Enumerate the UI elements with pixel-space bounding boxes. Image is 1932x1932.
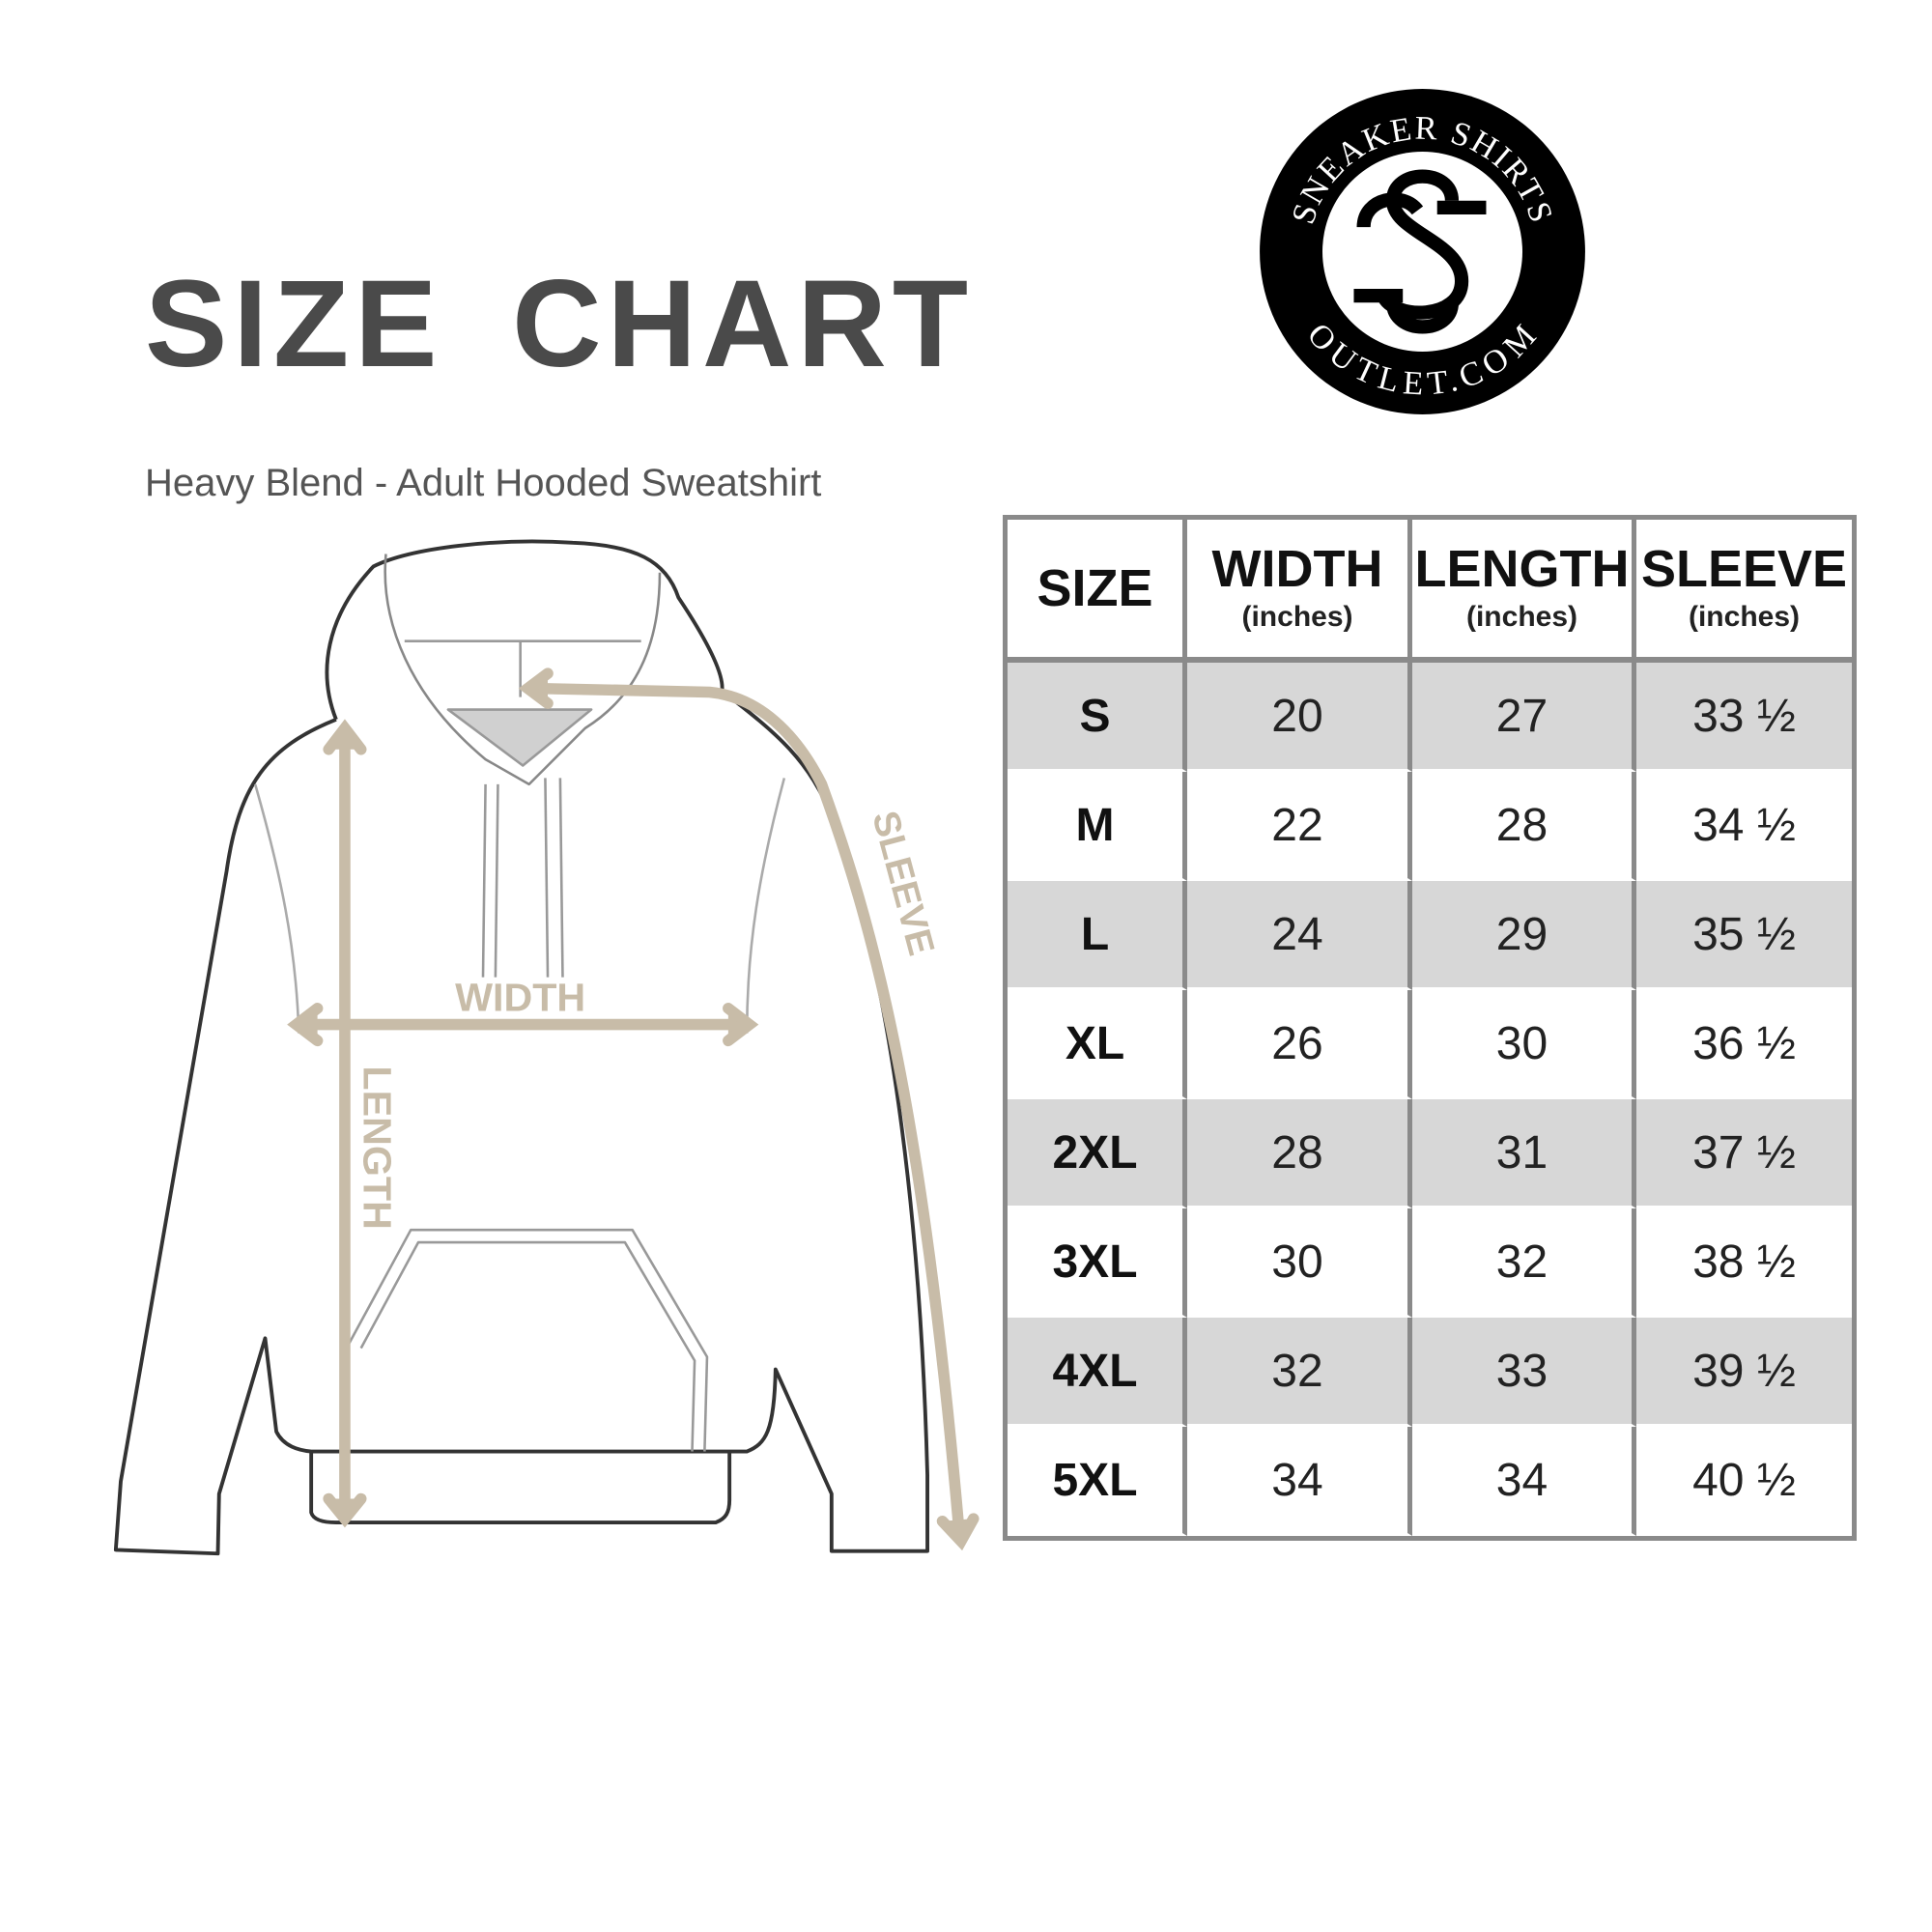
page-title: SIZE CHART bbox=[145, 255, 974, 393]
sleeve-label: SLEEVE bbox=[864, 807, 942, 959]
table-cell-sleeve: 36 ½ bbox=[1636, 990, 1852, 1099]
table-cell-length: 30 bbox=[1412, 990, 1636, 1099]
table-cell-size: L bbox=[1008, 881, 1187, 990]
table-cell-size: 5XL bbox=[1008, 1427, 1187, 1536]
table-cell-width: 34 bbox=[1187, 1427, 1412, 1536]
table-cell-length: 31 bbox=[1412, 1099, 1636, 1208]
table-cell-width: 20 bbox=[1187, 663, 1412, 772]
table-cell-sleeve: 38 ½ bbox=[1636, 1208, 1852, 1318]
table-cell-width: 32 bbox=[1187, 1318, 1412, 1427]
header-length: LENGTH (inches) bbox=[1412, 520, 1636, 663]
table-cell-sleeve: 40 ½ bbox=[1636, 1427, 1852, 1536]
table-cell-sleeve: 35 ½ bbox=[1636, 881, 1852, 990]
width-label: WIDTH bbox=[455, 975, 585, 1019]
table-cell-length: 33 bbox=[1412, 1318, 1636, 1427]
table-cell-length: 29 bbox=[1412, 881, 1636, 990]
table-cell-length: 28 bbox=[1412, 772, 1636, 881]
header-sleeve: SLEEVE (inches) bbox=[1636, 520, 1852, 663]
measurement-arrows bbox=[287, 668, 980, 1551]
sleeve-arrow bbox=[529, 682, 965, 1531]
table-cell-width: 22 bbox=[1187, 772, 1412, 881]
table-cell-size: XL bbox=[1008, 990, 1187, 1099]
table-cell-size: S bbox=[1008, 663, 1187, 772]
table-cell-width: 28 bbox=[1187, 1099, 1412, 1208]
table-cell-length: 27 bbox=[1412, 663, 1636, 772]
length-label: LENGTH bbox=[355, 1065, 399, 1229]
table-cell-sleeve: 37 ½ bbox=[1636, 1099, 1852, 1208]
table-cell-width: 30 bbox=[1187, 1208, 1412, 1318]
table-cell-size: 4XL bbox=[1008, 1318, 1187, 1427]
table-cell-size: 2XL bbox=[1008, 1099, 1187, 1208]
table-cell-size: M bbox=[1008, 772, 1187, 881]
table-cell-width: 26 bbox=[1187, 990, 1412, 1099]
brand-logo: SNEAKER SHIRTS OUTLET.COM bbox=[1260, 89, 1585, 414]
table-cell-length: 34 bbox=[1412, 1427, 1636, 1536]
product-subtitle: Heavy Blend - Adult Hooded Sweatshirt bbox=[145, 462, 822, 504]
hoodie-outline bbox=[113, 539, 929, 1556]
header-width: WIDTH (inches) bbox=[1187, 520, 1412, 663]
table-cell-sleeve: 34 ½ bbox=[1636, 772, 1852, 881]
monogram-icon bbox=[1353, 169, 1487, 334]
table-cell-size: 3XL bbox=[1008, 1208, 1187, 1318]
size-table: SIZE WIDTH (inches) LENGTH (inches) SLEEVE… bbox=[1003, 515, 1857, 1541]
header-size: SIZE bbox=[1008, 520, 1187, 663]
table-cell-width: 24 bbox=[1187, 881, 1412, 990]
table-cell-length: 32 bbox=[1412, 1208, 1636, 1318]
table-cell-sleeve: 39 ½ bbox=[1636, 1318, 1852, 1427]
table-cell-sleeve: 33 ½ bbox=[1636, 663, 1852, 772]
